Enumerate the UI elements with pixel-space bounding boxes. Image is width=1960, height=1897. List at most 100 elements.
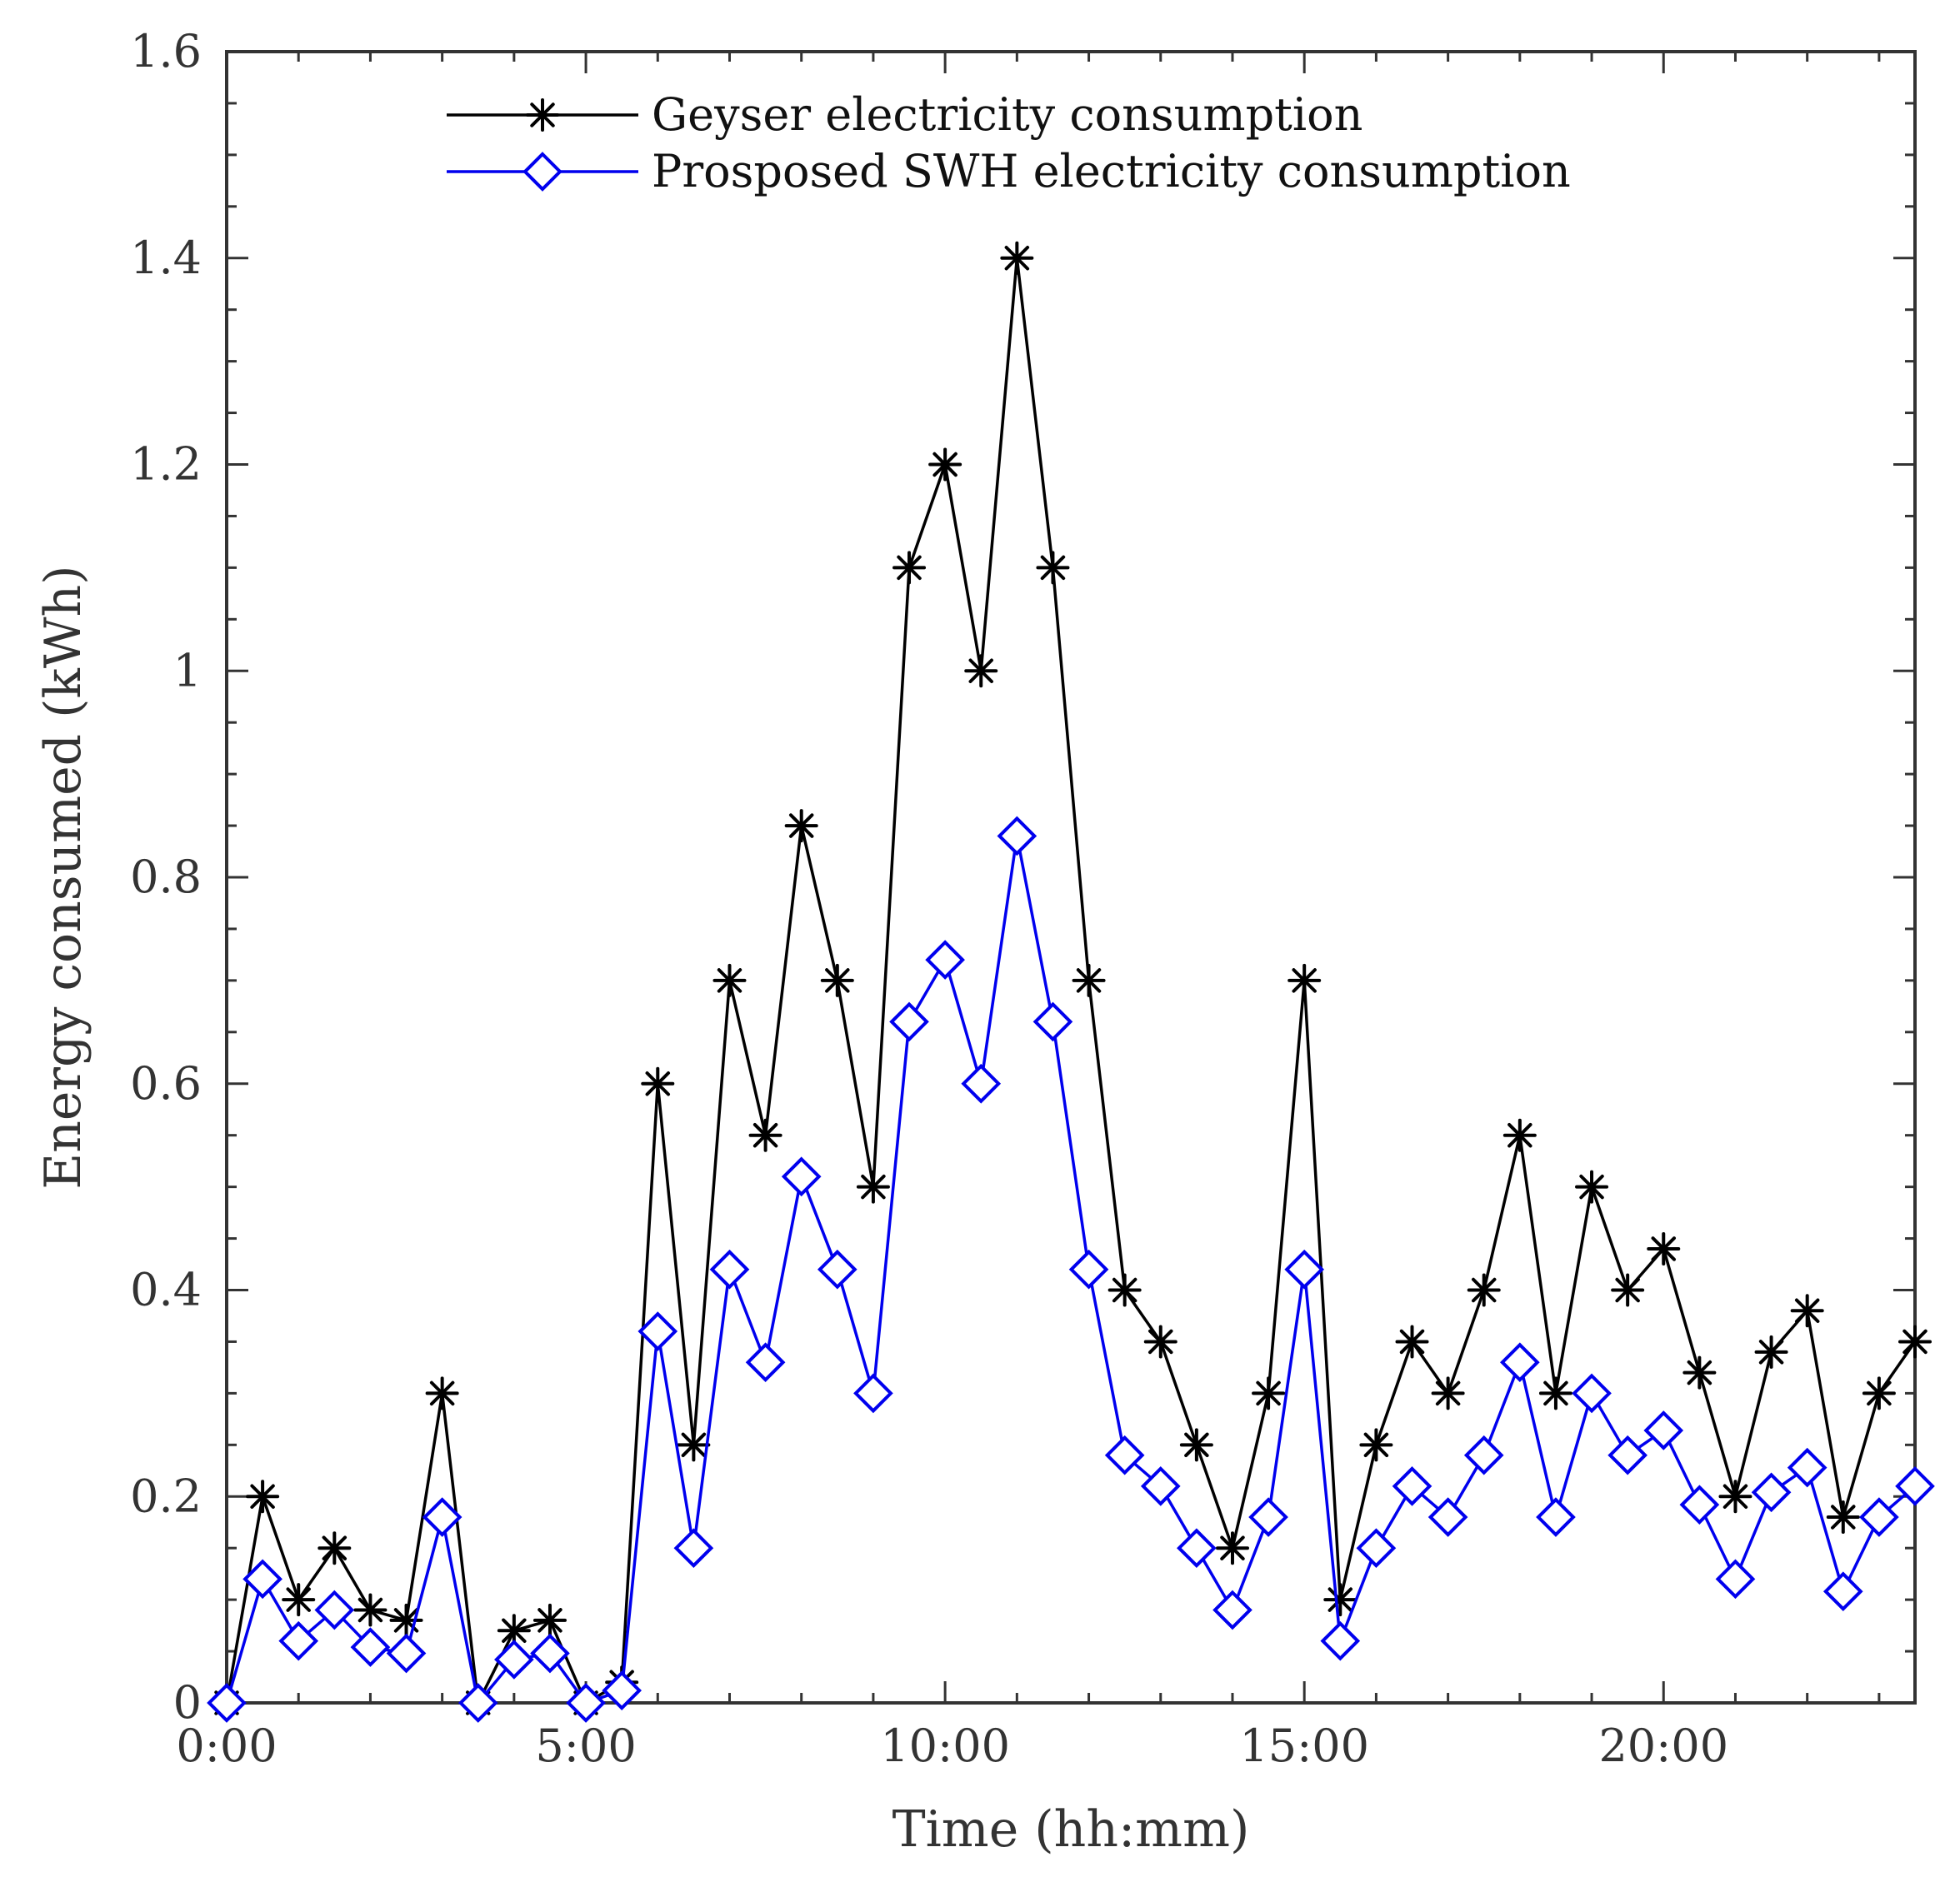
swh-point bbox=[1679, 1485, 1720, 1525]
y-axis-title: Energy consumed (kWh) bbox=[34, 565, 92, 1189]
legend-label: Geyser electricity consumption bbox=[652, 88, 1362, 141]
y-tick-label: 1.6 bbox=[130, 25, 202, 77]
geyser-point bbox=[928, 447, 962, 482]
geyser-point bbox=[1215, 1531, 1249, 1565]
y-tick-label: 0.8 bbox=[130, 851, 202, 903]
geyser-point bbox=[1502, 1118, 1537, 1152]
geyser-point bbox=[1359, 1428, 1393, 1462]
geyser-point bbox=[712, 963, 747, 997]
geyser-point bbox=[1000, 241, 1034, 275]
geyser-point bbox=[532, 1603, 567, 1637]
swh-point bbox=[1104, 1435, 1145, 1475]
swh-point bbox=[1356, 1528, 1397, 1569]
swh-point bbox=[278, 1620, 319, 1661]
x-tick-label: 10:00 bbox=[880, 1720, 1010, 1772]
swh-point bbox=[925, 940, 965, 980]
y-tick-label: 1.2 bbox=[130, 438, 202, 491]
y-tick-label: 1.4 bbox=[130, 232, 202, 284]
swh-point bbox=[1392, 1466, 1432, 1506]
y-tick-label: 0.4 bbox=[130, 1264, 202, 1316]
y-tick-label: 0.6 bbox=[130, 1057, 202, 1110]
swh-point bbox=[494, 1640, 534, 1680]
swh-point bbox=[350, 1627, 391, 1667]
x-tick-label: 20:00 bbox=[1598, 1720, 1728, 1772]
geyser-point bbox=[748, 1118, 782, 1152]
swh-point bbox=[207, 1683, 247, 1723]
swh-point bbox=[602, 1670, 642, 1710]
geyser-point bbox=[1682, 1355, 1717, 1390]
swh-point bbox=[1428, 1497, 1468, 1537]
swh-point bbox=[1572, 1373, 1612, 1414]
geyser-point bbox=[892, 551, 927, 585]
legend-marker bbox=[526, 98, 559, 132]
geyser-point bbox=[856, 1170, 890, 1204]
swh-point bbox=[314, 1590, 355, 1630]
series-swh bbox=[207, 816, 1935, 1723]
swh-point bbox=[817, 1249, 858, 1290]
geyser-point bbox=[641, 1066, 675, 1101]
swh-point bbox=[530, 1633, 570, 1674]
swh-point bbox=[1787, 1447, 1828, 1488]
swh-point bbox=[1212, 1590, 1252, 1630]
swh-point bbox=[997, 816, 1038, 856]
geyser-point bbox=[1323, 1583, 1358, 1617]
geyser-point bbox=[1072, 963, 1106, 997]
x-tick-label: 15:00 bbox=[1239, 1720, 1369, 1772]
swh-point bbox=[1140, 1466, 1181, 1506]
swh-point bbox=[1463, 1435, 1504, 1475]
geyser-point bbox=[425, 1376, 459, 1410]
geyser-point bbox=[282, 1583, 316, 1617]
swh-point bbox=[1032, 1001, 1073, 1042]
swh-point bbox=[1248, 1497, 1288, 1537]
swh-point bbox=[1715, 1559, 1756, 1600]
swh-point bbox=[638, 1311, 678, 1351]
swh-point bbox=[566, 1683, 606, 1723]
swh-point bbox=[709, 1249, 750, 1290]
geyser-point bbox=[1862, 1376, 1896, 1410]
swh-point bbox=[422, 1497, 462, 1537]
swh-point bbox=[1177, 1528, 1217, 1569]
series-group bbox=[207, 241, 1935, 1723]
swh-point bbox=[1068, 1249, 1109, 1290]
y-tick-label: 0 bbox=[173, 1676, 202, 1729]
swh-point bbox=[1895, 1466, 1935, 1506]
geyser-point bbox=[1826, 1500, 1860, 1535]
geyser-point bbox=[497, 1614, 531, 1648]
plot-area bbox=[225, 50, 1917, 1705]
geyser-point bbox=[784, 809, 818, 843]
swh-point bbox=[673, 1528, 714, 1569]
swh-point bbox=[1320, 1620, 1361, 1661]
swh-point bbox=[781, 1156, 822, 1197]
geyser-point bbox=[1898, 1325, 1932, 1359]
swh-point bbox=[1500, 1342, 1540, 1383]
geyser-point bbox=[318, 1531, 352, 1565]
geyser-point bbox=[1036, 551, 1070, 585]
swh-point bbox=[961, 1063, 1002, 1104]
x-tick-label: 5:00 bbox=[535, 1720, 636, 1772]
geyser-point bbox=[1288, 963, 1322, 997]
legend-label: Prosposed SWH electricity consumption bbox=[652, 145, 1571, 197]
geyser-point bbox=[1538, 1376, 1572, 1410]
geyser-point bbox=[820, 963, 854, 997]
geyser-point bbox=[1575, 1170, 1609, 1204]
swh-point bbox=[386, 1633, 427, 1674]
geyser-point bbox=[1790, 1294, 1824, 1328]
geyser-point bbox=[1179, 1428, 1213, 1462]
swh-point bbox=[1859, 1497, 1899, 1537]
geyser-point bbox=[246, 1480, 280, 1514]
legend: Geyser electricity consumptionProsposed … bbox=[447, 88, 1571, 197]
geyser-point bbox=[1754, 1335, 1788, 1369]
swh-point bbox=[1536, 1497, 1576, 1537]
swh-point bbox=[1643, 1410, 1684, 1450]
geyser-point bbox=[1611, 1273, 1645, 1307]
x-tick-label: 0:00 bbox=[176, 1720, 277, 1772]
geyser-point bbox=[1108, 1273, 1142, 1307]
axis-ticks: 0 0.2 0.4 0.6 0.8 1 1.2 1.4 1.6 0:00 5:00 10:00 15:0… bbox=[130, 25, 1915, 1772]
swh-point bbox=[889, 1001, 929, 1042]
y-tick-label: 1 bbox=[173, 644, 202, 696]
y-tick-label: 0.2 bbox=[130, 1470, 202, 1522]
geyser-point bbox=[1467, 1273, 1501, 1307]
geyser-point bbox=[1395, 1325, 1429, 1359]
